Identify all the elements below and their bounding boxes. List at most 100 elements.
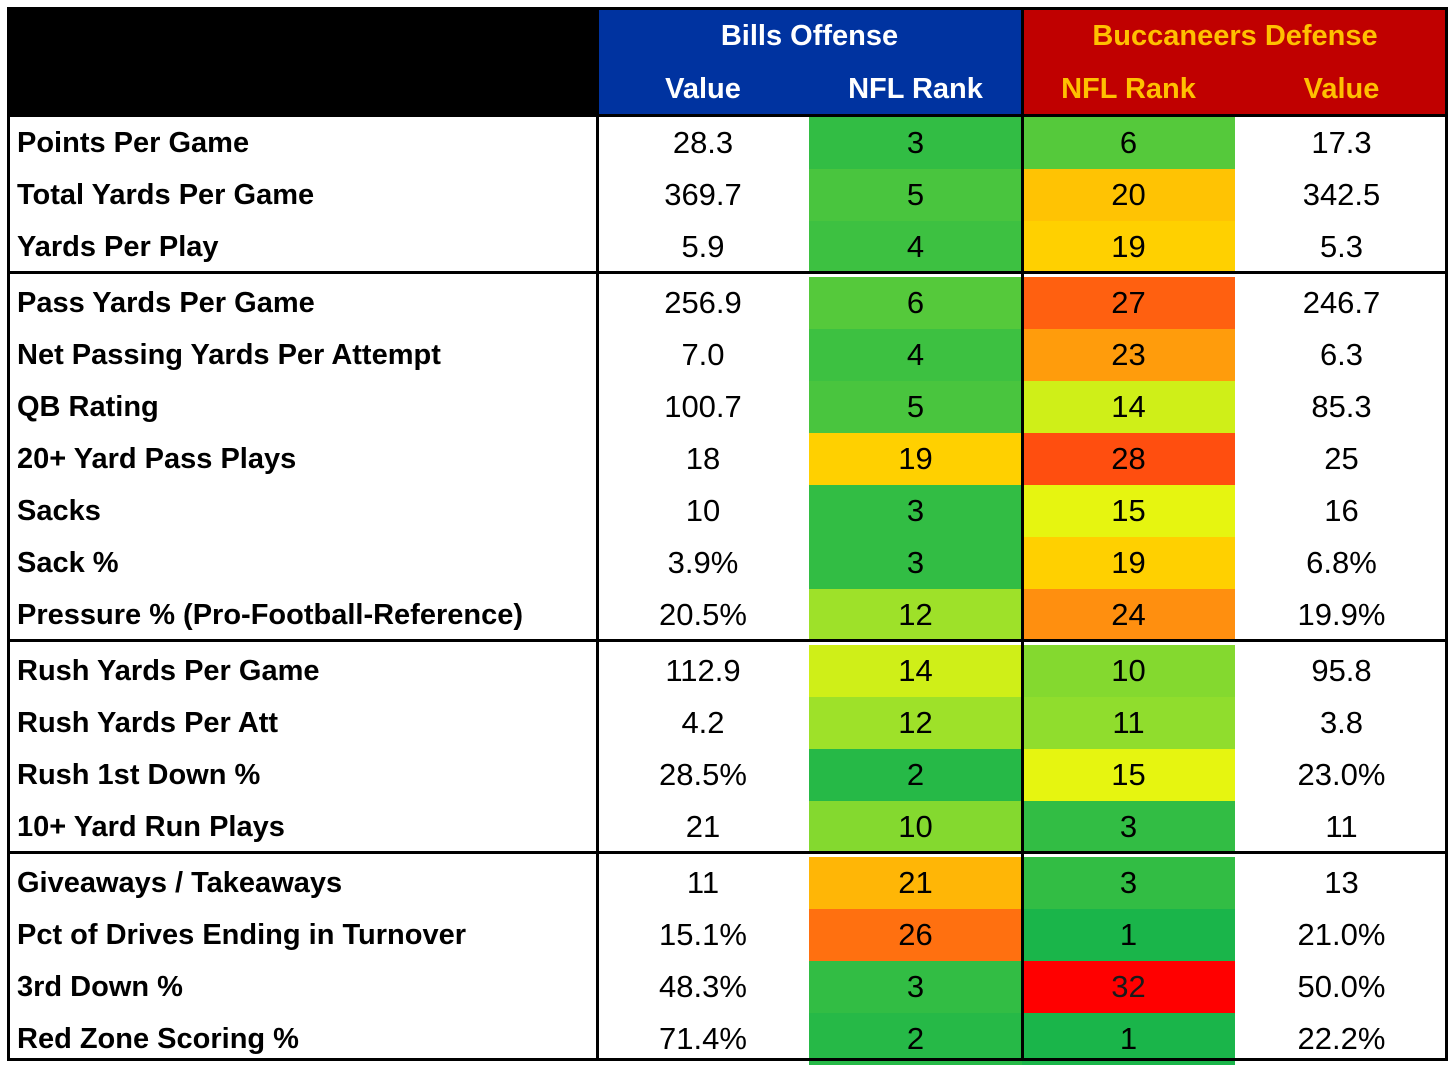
bucs-rank-cell: 10 xyxy=(1022,645,1235,697)
bills-offense-title: Bills Offense xyxy=(720,20,899,52)
border-right xyxy=(1445,7,1448,1061)
border-bottom xyxy=(7,1058,1448,1061)
border-team-divider xyxy=(1021,7,1024,1061)
metric-label: 10+ Yard Run Plays xyxy=(17,811,285,843)
metric-label: QB Rating xyxy=(17,391,159,423)
bucs-value-cell: 3.8 xyxy=(1319,705,1364,740)
border-left xyxy=(7,7,10,1061)
table-row: Yards Per Play 5.9 4 19 5.3 xyxy=(7,221,1448,273)
bucs-value-header: Value xyxy=(1303,73,1380,105)
bucs-value-cell: 16 xyxy=(1324,493,1359,528)
metric-label: Pct of Drives Ending in Turnover xyxy=(17,919,467,951)
metric-label: 20+ Yard Pass Plays xyxy=(17,443,297,475)
bucs-rank-cell: 3 xyxy=(1022,801,1235,853)
header-divider xyxy=(7,114,1448,117)
bucs-rank-cell: 1 xyxy=(1022,1013,1235,1065)
bucs-rank-cell: 15 xyxy=(1022,485,1235,537)
bucs-value-cell: 19.9% xyxy=(1297,597,1386,632)
bucs-value-cell: 50.0% xyxy=(1297,969,1386,1004)
metric-label: Points Per Game xyxy=(17,127,250,159)
table-row: Pressure % (Pro-Football-Reference) 20.5%… xyxy=(7,589,1448,641)
bucs-rank-cell: 6 xyxy=(1022,117,1235,169)
bills-value-cell: 21 xyxy=(685,809,721,844)
metric-label: Pressure % (Pro-Football-Reference) xyxy=(17,599,524,631)
metric-label: Yards Per Play xyxy=(17,231,219,263)
bills-rank-cell: 26 xyxy=(809,909,1022,961)
bucs-value-cell: 11 xyxy=(1325,809,1358,844)
bucs-value-cell: 246.7 xyxy=(1302,285,1381,320)
bucs-rank-cell: 19 xyxy=(1022,221,1235,273)
bucs-value-cell: 5.3 xyxy=(1319,229,1364,264)
bucs-value-cell: 21.0% xyxy=(1297,917,1386,952)
table-row: Red Zone Scoring % 71.4% 2 1 22.2% xyxy=(7,1013,1448,1065)
bills-rank-cell: 5 xyxy=(809,381,1022,433)
metric-label: Sacks xyxy=(17,495,101,527)
bills-value-cell: 15.1% xyxy=(659,917,747,952)
bucs-value-cell: 25 xyxy=(1324,441,1359,476)
metric-label: Rush 1st Down % xyxy=(17,759,261,791)
metric-label: Net Passing Yards Per Attempt xyxy=(17,339,441,371)
bills-value-cell: 7.0 xyxy=(681,337,725,372)
metric-label: Red Zone Scoring % xyxy=(17,1023,299,1055)
corner-header xyxy=(7,7,597,115)
bucs-rank-header: NFL Rank xyxy=(1061,73,1196,105)
bucs-value-cell: 95.8 xyxy=(1311,653,1372,688)
metric-label: 3rd Down % xyxy=(17,971,183,1003)
bills-rank-cell: 3 xyxy=(809,537,1022,589)
bills-value-cell: 3.9% xyxy=(667,545,739,580)
table-row: 20+ Yard Pass Plays 18 19 28 25 xyxy=(7,433,1448,485)
bucs-rank-cell: 14 xyxy=(1022,381,1235,433)
bills-value-cell: 100.7 xyxy=(664,389,742,424)
bucs-rank-cell: 24 xyxy=(1022,589,1235,641)
bills-rank-cell: 2 xyxy=(809,1013,1022,1065)
section-divider xyxy=(7,851,1448,854)
bucs-rank-cell: 19 xyxy=(1022,537,1235,589)
bills-value-cell: 4.2 xyxy=(681,705,725,740)
bucs-rank-cell: 1 xyxy=(1022,909,1235,961)
bills-rank-cell: 3 xyxy=(809,117,1022,169)
bills-value-cell: 18 xyxy=(685,441,721,476)
bills-rank-header: NFL Rank xyxy=(848,73,983,105)
bills-rank-cell: 3 xyxy=(809,485,1022,537)
bucs-value-cell: 342.5 xyxy=(1302,177,1381,212)
bills-value-cell: 11 xyxy=(686,865,720,900)
bucs-rank-cell: 32 xyxy=(1022,961,1235,1013)
bucs-value-cell: 13 xyxy=(1324,865,1359,900)
metric-label: Sack % xyxy=(17,547,119,579)
bucs-value-cell: 23.0% xyxy=(1297,757,1386,792)
metric-label: Giveaways / Takeaways xyxy=(17,867,343,899)
bucs-rank-cell: 11 xyxy=(1022,697,1235,749)
table-row: Total Yards Per Game 369.7 5 20 342.5 xyxy=(7,169,1448,221)
bills-value-cell: 28.3 xyxy=(672,125,734,160)
bills-value-cell: 256.9 xyxy=(664,285,742,320)
bills-rank-cell: 4 xyxy=(809,221,1022,273)
bucs-value-cell: 6.3 xyxy=(1319,337,1364,372)
bills-value-cell: 48.3% xyxy=(659,969,747,1004)
bucs-rank-cell: 28 xyxy=(1022,433,1235,485)
table-row: Sacks 10 3 15 16 xyxy=(7,485,1448,537)
bucs-value-cell: 85.3 xyxy=(1311,389,1372,424)
metric-label: Rush Yards Per Att xyxy=(17,707,279,739)
bills-rank-cell: 5 xyxy=(809,169,1022,221)
bills-value-cell: 20.5% xyxy=(659,597,747,632)
table-row: Pass Yards Per Game 256.9 6 27 246.7 xyxy=(7,277,1448,329)
table-row: Net Passing Yards Per Attempt 7.0 4 23 6.3 xyxy=(7,329,1448,381)
bills-rank-cell: 4 xyxy=(809,329,1022,381)
bucs-rank-cell: 15 xyxy=(1022,749,1235,801)
bills-rank-cell: 12 xyxy=(809,697,1022,749)
table-row: Rush Yards Per Game 112.9 14 10 95.8 xyxy=(7,645,1448,697)
table-row: 3rd Down % 48.3% 3 32 50.0% xyxy=(7,961,1448,1013)
buccaneers-defense-title: Buccaneers Defense xyxy=(1092,20,1378,52)
bucs-rank-cell: 20 xyxy=(1022,169,1235,221)
metric-label: Rush Yards Per Game xyxy=(17,655,320,687)
section-divider xyxy=(7,639,1448,642)
bucs-value-cell: 17.3 xyxy=(1311,125,1372,160)
bucs-rank-cell: 27 xyxy=(1022,277,1235,329)
bucs-value-cell: 6.8% xyxy=(1306,545,1377,580)
bills-value-cell: 10 xyxy=(685,493,721,528)
table-row: Rush 1st Down % 28.5% 2 15 23.0% xyxy=(7,749,1448,801)
bills-value-cell: 28.5% xyxy=(659,757,747,792)
table-row: Rush Yards Per Att 4.2 12 11 3.8 xyxy=(7,697,1448,749)
metric-label: Pass Yards Per Game xyxy=(17,287,315,319)
bills-offense-header xyxy=(597,7,1022,115)
